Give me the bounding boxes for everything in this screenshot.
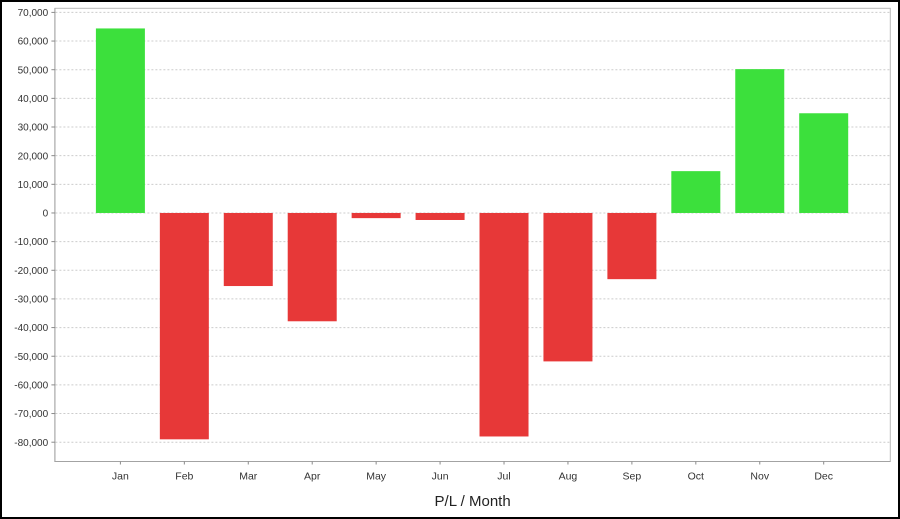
svg-text:Mar: Mar	[239, 471, 258, 483]
svg-text:Oct: Oct	[688, 471, 704, 483]
svg-text:Jul: Jul	[497, 471, 510, 483]
svg-text:-80,000: -80,000	[14, 438, 48, 449]
svg-text:10,000: 10,000	[18, 180, 49, 191]
svg-text:-60,000: -60,000	[14, 380, 48, 391]
svg-text:50,000: 50,000	[18, 65, 49, 76]
svg-text:Dec: Dec	[814, 471, 833, 483]
svg-text:0: 0	[43, 209, 49, 220]
svg-text:Jan: Jan	[112, 471, 129, 483]
svg-text:-30,000: -30,000	[14, 295, 48, 306]
svg-text:-50,000: -50,000	[14, 352, 48, 363]
svg-text:-70,000: -70,000	[14, 409, 48, 420]
svg-text:P/L / Month: P/L / Month	[435, 493, 511, 510]
svg-text:60,000: 60,000	[18, 37, 49, 48]
svg-text:May: May	[366, 471, 387, 483]
svg-text:-40,000: -40,000	[14, 323, 48, 334]
svg-text:Aug: Aug	[559, 471, 578, 483]
svg-text:20,000: 20,000	[18, 151, 49, 162]
svg-text:Sep: Sep	[623, 471, 642, 483]
svg-text:Apr: Apr	[304, 471, 321, 483]
svg-text:70,000: 70,000	[18, 8, 49, 19]
svg-text:40,000: 40,000	[18, 94, 49, 105]
svg-text:Feb: Feb	[175, 471, 193, 483]
svg-text:Jun: Jun	[432, 471, 449, 483]
svg-text:-10,000: -10,000	[14, 237, 48, 248]
svg-text:Nov: Nov	[750, 471, 769, 483]
svg-text:-20,000: -20,000	[14, 266, 48, 277]
svg-text:30,000: 30,000	[18, 123, 49, 134]
